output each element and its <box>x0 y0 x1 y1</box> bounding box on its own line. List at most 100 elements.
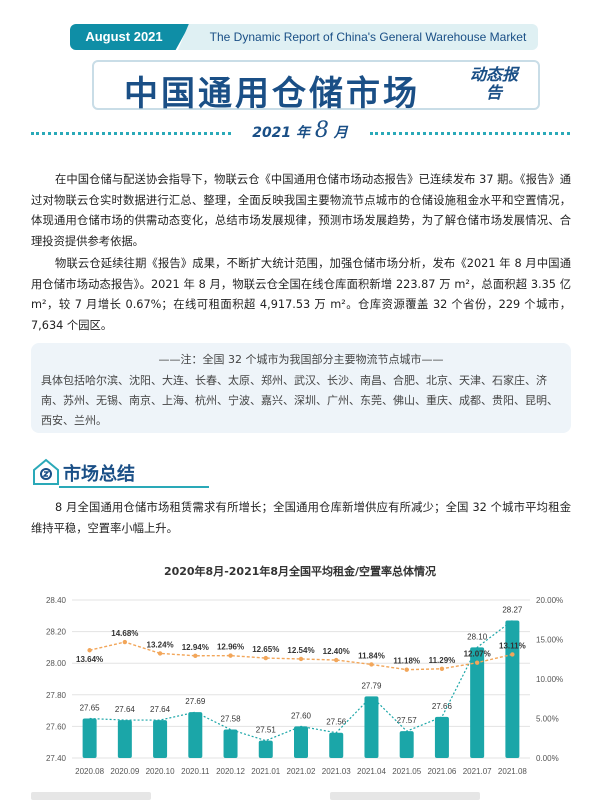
vacancy-value-label: 12.96% <box>217 643 244 652</box>
bar <box>223 729 238 758</box>
left-dotted-divider <box>31 132 231 135</box>
vacancy-value-label: 13.24% <box>147 640 174 649</box>
x-tick-label: 2020.08 <box>75 767 104 776</box>
title-box: 中国通用仓储市场 动态报告 <box>92 60 540 114</box>
section-label: 市场总结 <box>63 464 135 485</box>
vacancy-point <box>334 657 339 663</box>
bar-value-label: 27.64 <box>150 705 171 714</box>
bar <box>117 720 132 758</box>
x-tick-label: 2021.06 <box>427 767 456 776</box>
cities-note-box: ——注：全国 32 个城市为我国部分主要物流节点城市—— 具体包括哈尔滨、沈阳、… <box>31 343 571 433</box>
report-title-band: The Dynamic Report of China's General Wa… <box>178 24 538 50</box>
bar-value-label: 28.27 <box>502 606 523 615</box>
vacancy-value-label: 11.18% <box>393 657 420 666</box>
bar-value-label: 27.66 <box>432 702 453 711</box>
bar-value-label: 28.10 <box>467 632 488 641</box>
right-tick-label: 0.00% <box>536 754 559 763</box>
footer-fragment-left <box>31 792 151 800</box>
vacancy-point <box>193 653 198 658</box>
vacancy-point <box>228 653 233 658</box>
home-icon <box>33 458 59 485</box>
bar-trend-line <box>89 620 513 742</box>
summary-paragraph: 8 月全国通用仓储市场租赁需求有所增长；全国通用仓库新增供应有所减少；全国 32… <box>31 501 571 535</box>
vacancy-point <box>474 660 480 665</box>
vacancy-value-label: 13.11% <box>499 641 526 650</box>
bar <box>364 696 379 758</box>
x-tick-label: 2021.01 <box>251 767 280 776</box>
bar <box>329 732 344 758</box>
left-tick-label: 28.20 <box>46 628 67 637</box>
chart-title: 2020年8月-2021年8月全国平均租金/空置率总体情况 <box>163 565 437 578</box>
vacancy-value-label: 14.68% <box>111 629 138 638</box>
left-tick-label: 28.40 <box>46 596 67 605</box>
x-tick-label: 2020.12 <box>216 767 245 776</box>
vacancy-point <box>263 655 268 661</box>
vacancy-value-label: 12.40% <box>323 647 350 656</box>
bar <box>399 731 414 758</box>
footer-fragment-right <box>330 792 480 800</box>
issue-date: 2021 年 8 月 <box>0 118 600 143</box>
x-tick-label: 2021.07 <box>463 767 492 776</box>
section-header-market-summary: 市场总结 <box>31 456 571 488</box>
vacancy-value-label: 13.64% <box>76 655 103 664</box>
stats-paragraph: 物联云仓延续往期《报告》成果，不断扩大统计范围，加强仓储市场分析，发布《2021… <box>31 257 571 332</box>
bar <box>470 647 485 758</box>
x-tick-label: 2021.04 <box>357 767 386 776</box>
vacancy-point <box>369 662 374 667</box>
bar-value-label: 27.69 <box>185 697 206 706</box>
bar-value-label: 27.57 <box>397 716 418 725</box>
bar-value-label: 27.51 <box>256 726 277 735</box>
x-tick-label: 2021.08 <box>498 767 527 776</box>
x-tick-label: 2021.02 <box>287 767 316 776</box>
bar <box>82 718 97 758</box>
right-dotted-divider <box>370 132 570 135</box>
vacancy-point <box>157 651 163 656</box>
bar-value-label: 27.58 <box>221 715 242 724</box>
bar <box>505 620 520 758</box>
vacancy-value-label: 11.84% <box>358 651 385 660</box>
bar-value-label: 27.64 <box>115 705 136 714</box>
issue-year: 2021 年 <box>252 125 311 141</box>
vacancy-point <box>122 639 128 645</box>
vacancy-value-label: 12.54% <box>287 646 314 655</box>
bar <box>434 716 449 758</box>
note-text: 具体包括哈尔滨、沈阳、大连、长春、太原、郑州、武汉、长沙、南昌、合肥、北京、天津… <box>41 374 558 427</box>
left-tick-label: 28.00 <box>46 659 67 668</box>
right-tick-label: 5.00% <box>536 715 559 724</box>
report-title-en: The Dynamic Report of China's General Wa… <box>209 30 527 44</box>
report-header-banner: August 2021 The Dynamic Report of China'… <box>70 24 538 50</box>
date-tag: August 2021 <box>70 24 190 50</box>
x-tick-label: 2020.10 <box>146 767 175 776</box>
x-tick-label: 2021.03 <box>322 767 351 776</box>
vacancy-point <box>510 652 515 657</box>
right-tick-label: 15.00% <box>536 636 563 645</box>
vacancy-value-label: 12.94% <box>182 643 209 652</box>
left-tick-label: 27.80 <box>46 691 67 700</box>
x-tick-label: 2021.05 <box>392 767 421 776</box>
page-title: 中国通用仓储市场 <box>124 74 420 114</box>
rent-vacancy-chart: 28.40 28.20 28.00 27.80 27.60 27.40 20.00% 15.0… <box>46 596 563 776</box>
bar-value-label: 27.60 <box>291 711 312 720</box>
bar <box>258 740 273 758</box>
left-tick-label: 27.40 <box>46 754 67 763</box>
vacancy-value-label: 11.29% <box>429 656 456 665</box>
bar <box>294 726 308 758</box>
vacancy-point <box>87 648 92 653</box>
date-tag-text: August 2021 <box>85 29 163 44</box>
issue-month-unit: 月 <box>333 125 348 141</box>
vacancy-point <box>298 656 304 662</box>
vacancy-point <box>404 667 409 672</box>
bar-value-label: 27.65 <box>80 704 101 713</box>
vacancy-value-label: 12.07% <box>464 650 491 659</box>
bar-value-label: 27.79 <box>361 681 382 690</box>
vacancy-point <box>439 666 445 672</box>
x-tick-label: 2020.09 <box>110 767 139 776</box>
intro-paragraph: 在中国仓储与配送协会指导下，物联云仓《中国通用仓储市场动态报告》已连续发布 37… <box>31 173 571 248</box>
bar <box>188 712 203 758</box>
right-tick-label: 10.00% <box>536 675 563 684</box>
x-tick-label: 2020.11 <box>181 767 210 776</box>
note-heading: ——注：全国 32 个城市为我国部分主要物流节点城市—— <box>158 353 444 366</box>
vacancy-value-label: 12.65% <box>252 645 279 654</box>
bar <box>153 720 168 758</box>
left-tick-label: 27.60 <box>46 722 67 731</box>
